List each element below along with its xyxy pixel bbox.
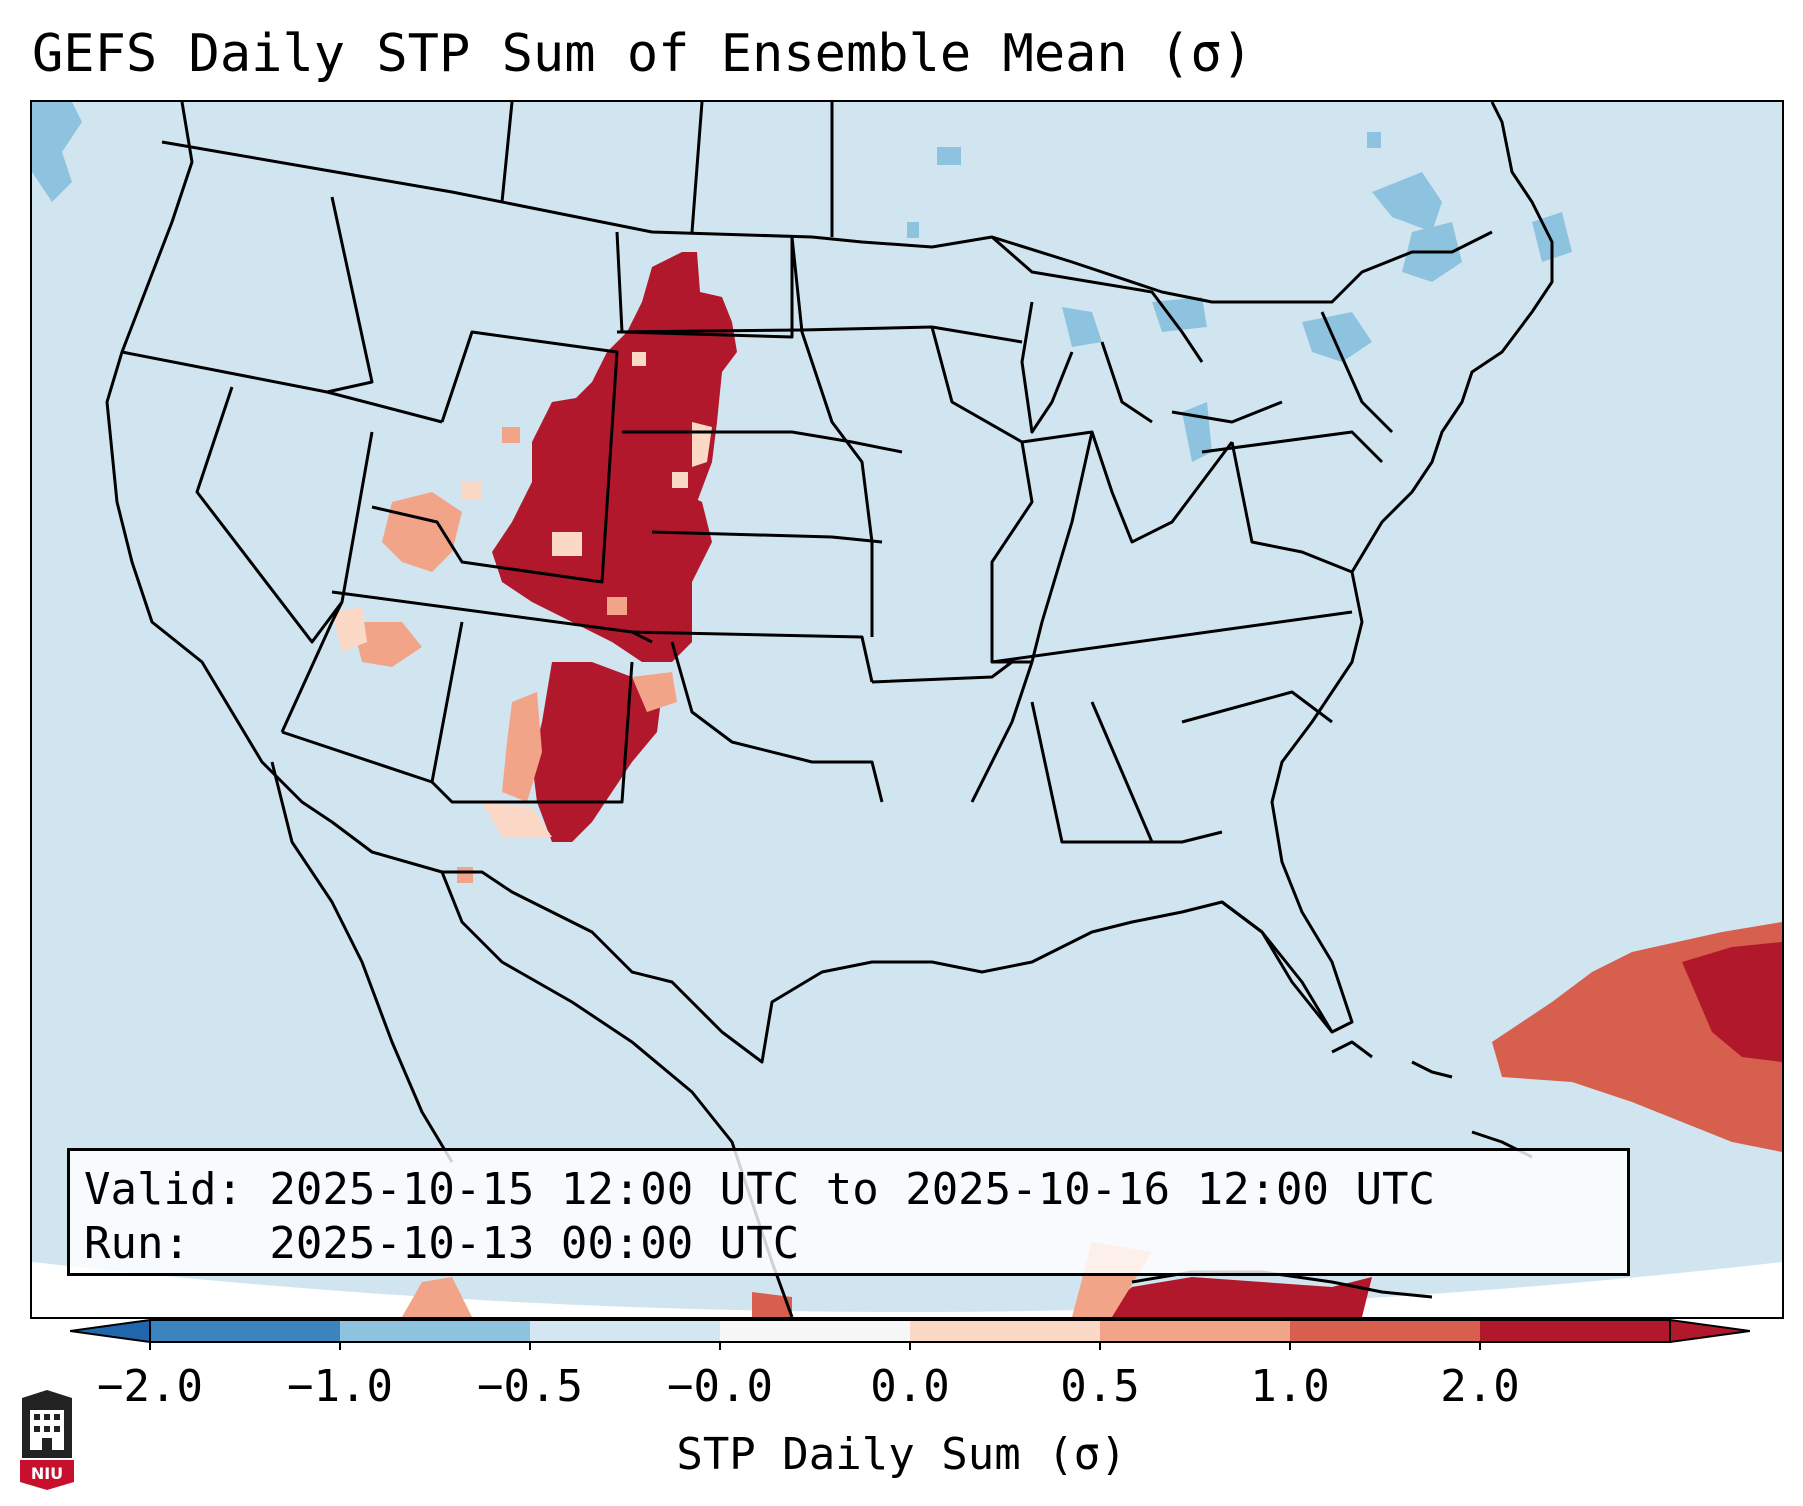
- stp-fringe-az: [332, 607, 367, 652]
- political-boundaries: [105, 102, 1554, 1317]
- stp-cuba: [1102, 1277, 1372, 1317]
- conus-map: [32, 102, 1782, 1317]
- colorbar-tick-label: −0.0: [667, 1361, 773, 1412]
- colorbar-segment: [910, 1320, 1100, 1342]
- colorbar-segment: [720, 1320, 910, 1342]
- valid-time-text: Valid: 2025-10-15 12:00 UTC to 2025-10-1…: [84, 1164, 1436, 1215]
- colorbar-tick-label: 0.0: [870, 1361, 950, 1412]
- stp-caribbean-core: [1682, 942, 1782, 1062]
- run-time-text: Run: 2025-10-13 00:00 UTC: [84, 1218, 800, 1269]
- colorbar-extend-high: [1669, 1318, 1750, 1344]
- stp-fringe-utah-south: [352, 622, 422, 667]
- colorbar-tick-label: −0.5: [477, 1361, 583, 1412]
- map-title: GEFS Daily STP Sum of Ensemble Mean (σ): [32, 24, 1253, 84]
- colorbar-segment: [150, 1320, 340, 1342]
- map-panel: [30, 100, 1784, 1319]
- stp-fringe-utah: [382, 492, 462, 572]
- stp-yucatan-fringe: [752, 1292, 792, 1317]
- colorbar-segment: [1100, 1320, 1290, 1342]
- stp-negative-shading: [32, 102, 1572, 462]
- stp-core-colorado: [492, 392, 712, 662]
- colorbar-segment: [1480, 1320, 1670, 1342]
- us-outline: [105, 102, 1554, 1064]
- colorbar-segment: [1290, 1320, 1480, 1342]
- stp-fringe-nm-south: [482, 802, 552, 837]
- colorbar-tick-label: −2.0: [97, 1361, 203, 1412]
- colorbar: [70, 1318, 1750, 1350]
- colorbar-segment: [530, 1320, 720, 1342]
- map-background: [32, 102, 1782, 1312]
- stp-fringe-kansas: [632, 672, 677, 712]
- niu-logo: NIU: [20, 1390, 74, 1490]
- stp-fringe-texas-dot: [457, 867, 473, 883]
- valid-run-info-box: Valid: 2025-10-15 12:00 UTC to 2025-10-1…: [67, 1148, 1630, 1276]
- stp-fringe-nm-west: [502, 692, 542, 802]
- colorbar-tick-label: −1.0: [287, 1361, 393, 1412]
- stp-mexico-fringe: [402, 1277, 472, 1317]
- colorbar-tick-label: 1.0: [1250, 1361, 1330, 1412]
- colorbar-tick-label: 0.5: [1060, 1361, 1140, 1412]
- colorbar-label: STP Daily Sum (σ): [676, 1429, 1127, 1480]
- colorbar-extend-low: [70, 1318, 151, 1344]
- logo-text: NIU: [31, 1464, 63, 1483]
- colorbar-tick-label: 2.0: [1440, 1361, 1520, 1412]
- colorbar-segment: [340, 1320, 530, 1342]
